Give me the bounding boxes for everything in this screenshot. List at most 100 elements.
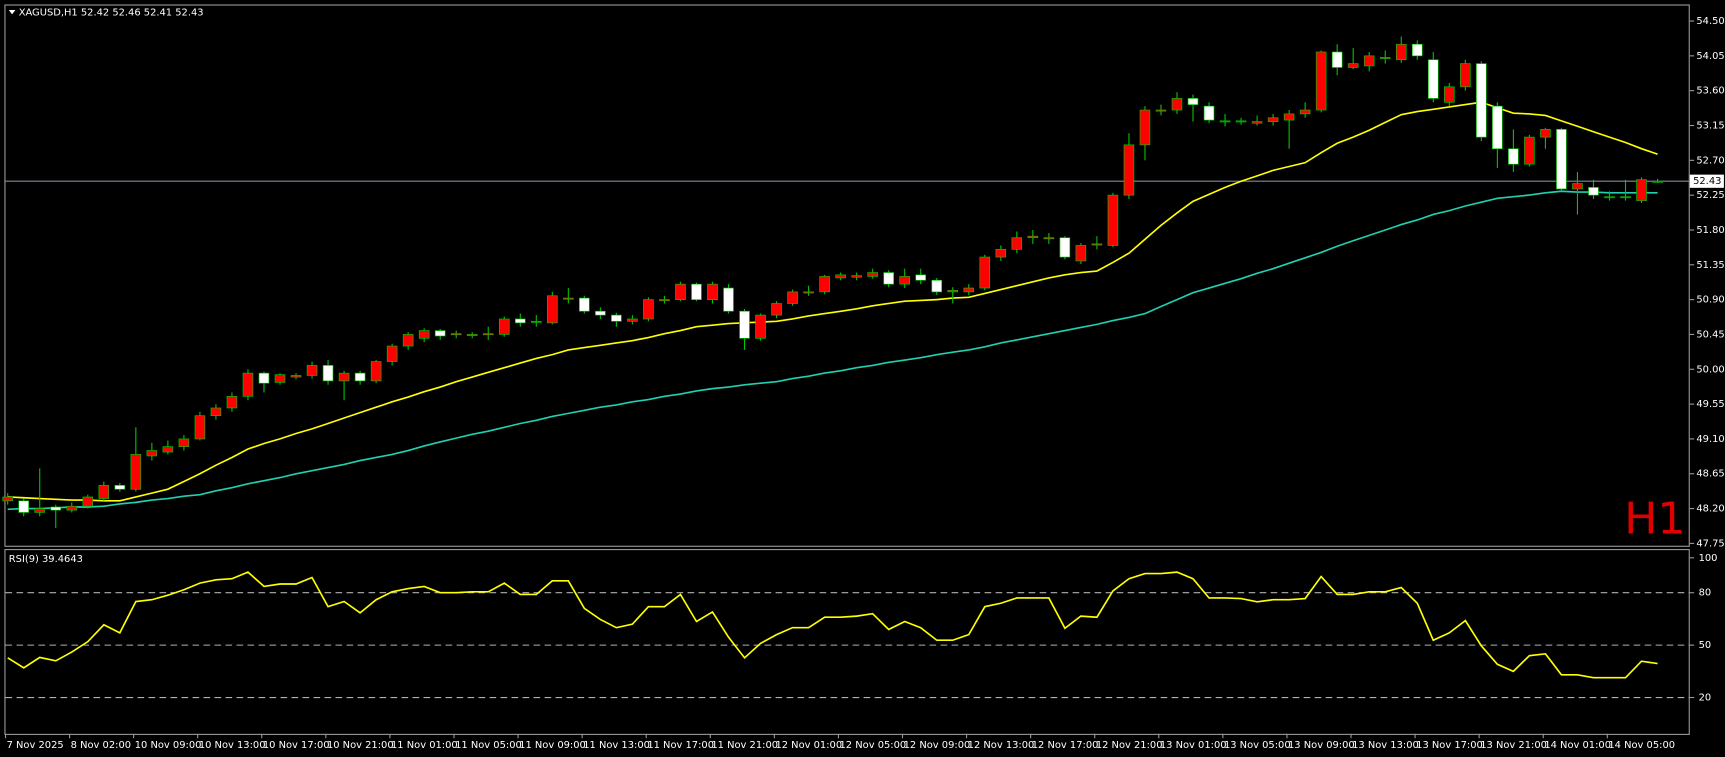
candle-body [1347, 63, 1359, 68]
candle-body [1155, 109, 1167, 112]
x-tick-label: 13 Nov 05:00 [1224, 740, 1291, 751]
chart-title: XAGUSD,H1 52.42 52.46 52.41 52.43 [19, 8, 204, 19]
x-tick-label: 14 Nov 01:00 [1544, 740, 1611, 751]
candle-body [1460, 63, 1471, 88]
x-tick-label: 13 Nov 21:00 [1480, 740, 1547, 751]
candle-body [787, 291, 798, 304]
x-tick-label: 7 Nov 2025 [7, 740, 64, 751]
y-tick-label: 54.50 [1696, 16, 1724, 27]
y-tick-label: 47.75 [1696, 538, 1724, 549]
candle-body [1540, 129, 1551, 138]
x-tick-label: 11 Nov 17:00 [647, 740, 714, 751]
y-tick-label: 49.55 [1696, 399, 1724, 410]
candle-body [1299, 109, 1311, 115]
candle-body [162, 446, 174, 453]
candle-body [1219, 120, 1231, 123]
candle-body [130, 454, 142, 490]
candle-body [963, 287, 975, 293]
candle-body [50, 506, 62, 511]
candle-body [66, 505, 78, 511]
x-tick-label: 12 Nov 09:00 [904, 740, 971, 751]
moving-average [7, 190, 1658, 511]
rsi-panel-frame [4, 549, 1690, 735]
candle-body [1588, 187, 1599, 196]
candle-body [1411, 43, 1423, 57]
y-tick-label: 100 [1699, 553, 1718, 564]
candle-body [1508, 148, 1519, 165]
candle-body [18, 500, 29, 513]
candle-body [82, 496, 94, 507]
candle-body [1604, 196, 1615, 199]
y-tick-label: 50.00 [1696, 364, 1724, 375]
y-tick-label: 52.25 [1696, 190, 1724, 201]
candle-body [98, 485, 110, 499]
candle-body [1556, 129, 1567, 190]
candle-body [258, 372, 270, 384]
candle-body [1283, 113, 1295, 121]
candle-body [1187, 98, 1199, 105]
menu-arrow[interactable] [8, 9, 16, 15]
x-tick-label: 13 Nov 17:00 [1416, 740, 1483, 751]
x-tick-label: 12 Nov 13:00 [968, 740, 1035, 751]
rsi-title: RSI(9) 39.4643 [9, 554, 83, 565]
x-tick-label: 14 Nov 05:00 [1608, 740, 1675, 751]
candle-body [691, 283, 702, 300]
y-tick-label: 48.65 [1696, 469, 1724, 480]
candle-body [595, 310, 606, 316]
candle-body [1379, 57, 1391, 59]
x-tick-label: 13 Nov 09:00 [1288, 740, 1355, 751]
candle-body [1123, 144, 1135, 196]
candle-body [1235, 120, 1247, 123]
candle-body [370, 361, 382, 382]
candle-body [1011, 237, 1023, 250]
candle-body [1091, 243, 1103, 246]
y-tick-label: 51.80 [1696, 225, 1724, 236]
x-tick-label: 12 Nov 05:00 [840, 740, 907, 751]
candle-body [1524, 136, 1535, 165]
y-tick-label: 51.35 [1696, 260, 1724, 271]
moving-average [7, 101, 1658, 502]
candle-body [2, 496, 13, 502]
bid-label: 52.43 [1693, 176, 1721, 187]
candle-body [1395, 43, 1407, 61]
candle-body [1059, 237, 1071, 258]
candle-body [931, 279, 943, 293]
candle-body [947, 290, 959, 293]
x-tick-label: 11 Nov 13:00 [583, 740, 650, 751]
candle-body [771, 303, 782, 316]
candle-body [579, 297, 590, 312]
candle-body [819, 276, 830, 293]
candle-body [290, 375, 302, 378]
candle-body [498, 318, 510, 335]
candle-body [274, 374, 286, 383]
candle-body [194, 415, 206, 440]
candle-body [675, 283, 686, 300]
candle-body [1476, 63, 1487, 138]
candle-body [531, 320, 542, 323]
candle-body [1652, 180, 1663, 183]
candle-body [482, 333, 494, 336]
x-tick-label: 11 Nov 09:00 [519, 740, 586, 751]
candle-body [322, 365, 334, 382]
candle-body [466, 334, 478, 336]
candle-body [659, 299, 670, 302]
candle-body [418, 330, 430, 339]
x-tick-label: 12 Nov 21:00 [1096, 740, 1163, 751]
candle-body [1315, 51, 1327, 111]
x-tick-label: 10 Nov 09:00 [135, 740, 202, 751]
x-tick-label: 11 Nov 01:00 [391, 740, 458, 751]
y-tick-label: 54.05 [1696, 51, 1724, 62]
y-tick-label: 52.70 [1696, 155, 1724, 166]
main-panel-frame [4, 4, 1690, 547]
x-tick-label: 10 Nov 17:00 [263, 740, 330, 751]
candle-body [803, 291, 814, 294]
candle-body [1444, 86, 1455, 103]
y-tick-label: 50.45 [1696, 329, 1724, 340]
candle-body [995, 248, 1007, 258]
x-tick-label: 8 Nov 02:00 [71, 740, 131, 751]
y-tick-label: 53.15 [1696, 121, 1724, 132]
candle-body [226, 396, 238, 409]
candle-body [1331, 51, 1343, 68]
